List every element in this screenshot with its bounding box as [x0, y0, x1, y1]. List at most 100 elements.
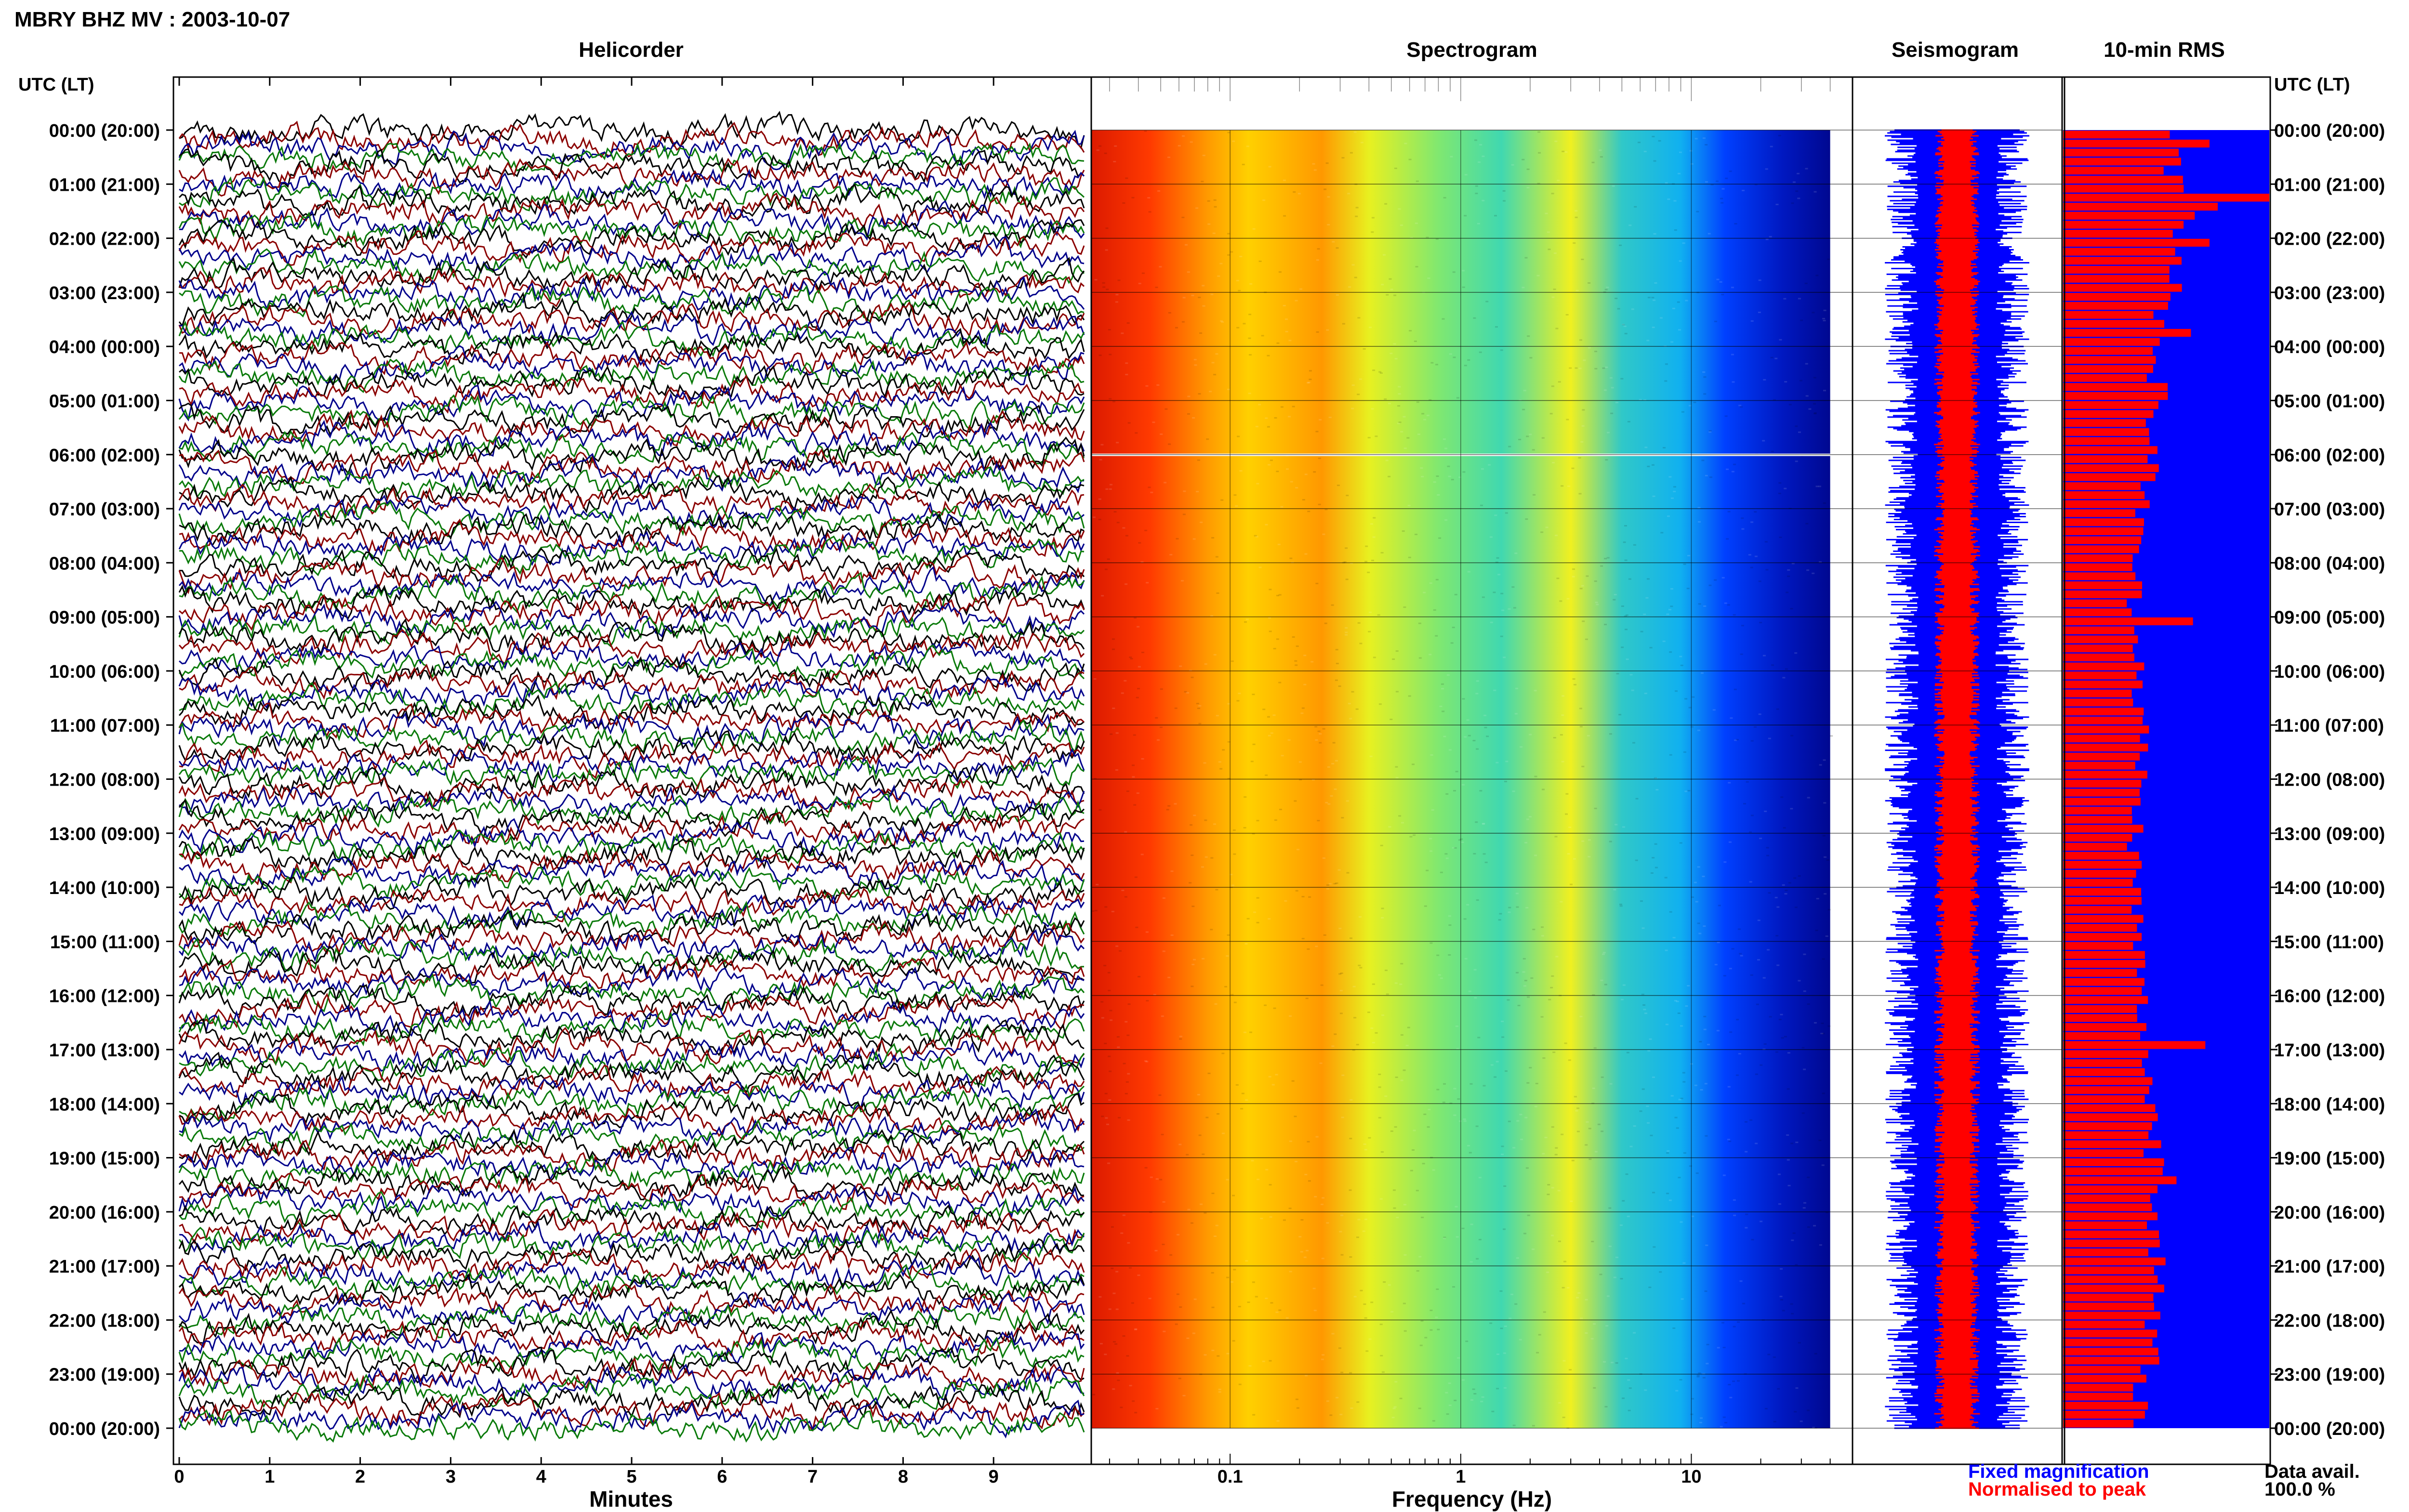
spectrogram-speckle	[1676, 1127, 1679, 1129]
spectrogram-speckle	[1444, 853, 1448, 855]
spectrogram-speckle	[1729, 968, 1732, 970]
spectrogram-speckle	[1402, 530, 1405, 532]
spectrogram-speckle	[1765, 238, 1769, 240]
spectrogram-speckle	[1258, 566, 1262, 568]
spectrogram-speckle	[1728, 1384, 1731, 1385]
spectrogram-speckle	[1734, 688, 1737, 690]
spectrogram-speckle	[1664, 877, 1668, 879]
spectrogram-speckle	[1805, 523, 1809, 525]
spectrogram-speckle	[1281, 755, 1284, 757]
spectrogram-speckle	[1285, 1317, 1289, 1319]
spectrogram-speckle	[1121, 890, 1125, 891]
spectrogram-speckle	[1211, 362, 1215, 364]
spectrogram-speckle	[1435, 364, 1438, 366]
spectrogram-speckle	[1572, 568, 1575, 570]
spectrogram-speckle	[1153, 994, 1156, 996]
spectrogram-speckle	[1628, 578, 1631, 580]
spectrogram-speckle	[1559, 600, 1562, 602]
spectrogram-speckle	[1760, 1064, 1763, 1066]
spectrogram-speckle	[1690, 163, 1694, 165]
spectrogram-speckle	[1508, 608, 1511, 610]
spectrogram-speckle	[1604, 1406, 1608, 1407]
spectrogram-speckle	[1180, 580, 1184, 582]
spectrogram-speckle	[1653, 160, 1656, 162]
spectrogram-speckle	[1668, 476, 1672, 478]
rms-bar	[2063, 392, 2168, 400]
spectrogram-speckle	[1214, 1003, 1218, 1005]
spectrogram-speckle	[1666, 1152, 1669, 1154]
spectrogram-speckle	[1255, 1296, 1258, 1298]
spectrogram-speckle	[1780, 1299, 1783, 1301]
spectrogram-speckle	[1779, 1296, 1783, 1298]
spectrogram-speckle	[1321, 1258, 1324, 1260]
spectrogram-speckle	[1386, 993, 1389, 995]
spectrogram-speckle	[1454, 1399, 1457, 1401]
rms-bar	[2063, 347, 2153, 355]
spectrogram-speckle	[1353, 131, 1357, 133]
legend-fixed-magnification: Fixed magnification	[1968, 1461, 2149, 1482]
spectrogram-speckle	[1721, 294, 1724, 296]
spectrogram-speckle	[1319, 733, 1322, 735]
spectrogram-speckle	[1429, 654, 1432, 656]
seismogram-title: Seismogram	[1892, 38, 2019, 62]
spectrogram-speckle	[1296, 1407, 1299, 1409]
spectrogram-speckle	[1619, 1224, 1623, 1226]
spectrogram-speckle	[1305, 1375, 1308, 1377]
spectrogram-speckle	[1111, 1226, 1114, 1228]
spectrogram-speckle	[1672, 307, 1675, 309]
spectrogram-speckle	[1299, 779, 1302, 781]
spectrogram-speckle	[1477, 1037, 1481, 1039]
spectrogram-speckle	[1625, 1357, 1628, 1359]
spectrogram-speckle	[1782, 1310, 1785, 1312]
spectrogram-speckle	[1484, 726, 1487, 728]
spectrogram-speckle	[1198, 1134, 1202, 1136]
spectrogram-speckle	[1380, 1354, 1383, 1356]
spectrogram-speckle	[1245, 618, 1249, 620]
spectrogram-speckle	[1278, 1309, 1282, 1311]
spectrogram-speckle	[1443, 1236, 1446, 1238]
spectrogram-speckle	[1192, 417, 1195, 419]
spectrogram-speckle	[1283, 1219, 1286, 1221]
spectrogram-speckle	[1235, 505, 1238, 507]
spectrogram-speckle	[1777, 1388, 1780, 1390]
spectrogram-speckle	[1622, 1397, 1625, 1399]
spectrogram-speckle	[1500, 592, 1504, 594]
spectrogram-speckle	[1484, 861, 1488, 863]
spectrogram-speckle	[1627, 421, 1630, 422]
spectrogram-speckle	[1696, 1375, 1700, 1377]
spectrogram-speckle	[1615, 298, 1618, 299]
spectrogram-speckle	[1127, 1119, 1130, 1121]
rms-bar	[2063, 284, 2182, 292]
spectrogram-speckle	[1522, 158, 1525, 160]
spectrogram-speckle	[1770, 145, 1773, 147]
spectrogram-speckle	[1318, 458, 1321, 460]
spectrogram-speckle	[1664, 380, 1668, 382]
rms-bar	[2063, 762, 2135, 770]
spectrogram-speckle	[1475, 821, 1478, 823]
spectrogram-speckle	[1345, 631, 1348, 633]
spectrogram-speckle	[1463, 1120, 1467, 1122]
spectrogram-speckle	[1652, 327, 1655, 329]
spectrogram-speckle	[1532, 1425, 1535, 1427]
spectrogram-speckle	[1248, 393, 1251, 394]
spectrogram-speckle	[1801, 1112, 1805, 1114]
spectrogram-speckle	[1435, 579, 1439, 580]
spectrogram-speckle	[1104, 906, 1108, 908]
spectrogram-speckle	[1334, 789, 1337, 790]
spectrogram-speckle	[1375, 1032, 1378, 1034]
spectrogram-speckle	[1265, 524, 1268, 526]
spectrogram-speckle	[1416, 180, 1419, 182]
spectrogram-speckle	[1357, 1219, 1361, 1221]
spectrogram-speckle	[1501, 609, 1505, 611]
rms-bar	[2063, 869, 2136, 878]
rms-bar	[2063, 1194, 2150, 1202]
spectrogram-speckle	[1348, 286, 1351, 288]
spectrogram-speckle	[1651, 464, 1655, 466]
spectrogram-speckle	[1704, 1290, 1707, 1292]
spectrogram-speckle	[1317, 730, 1321, 732]
spectrogram-speckle	[1145, 1061, 1149, 1063]
spectrogram-speckle	[1815, 930, 1818, 932]
spectrogram-speckle	[1653, 233, 1656, 235]
spectrogram-speckle	[1547, 1194, 1550, 1196]
spectrogram-speckle	[1734, 739, 1737, 741]
